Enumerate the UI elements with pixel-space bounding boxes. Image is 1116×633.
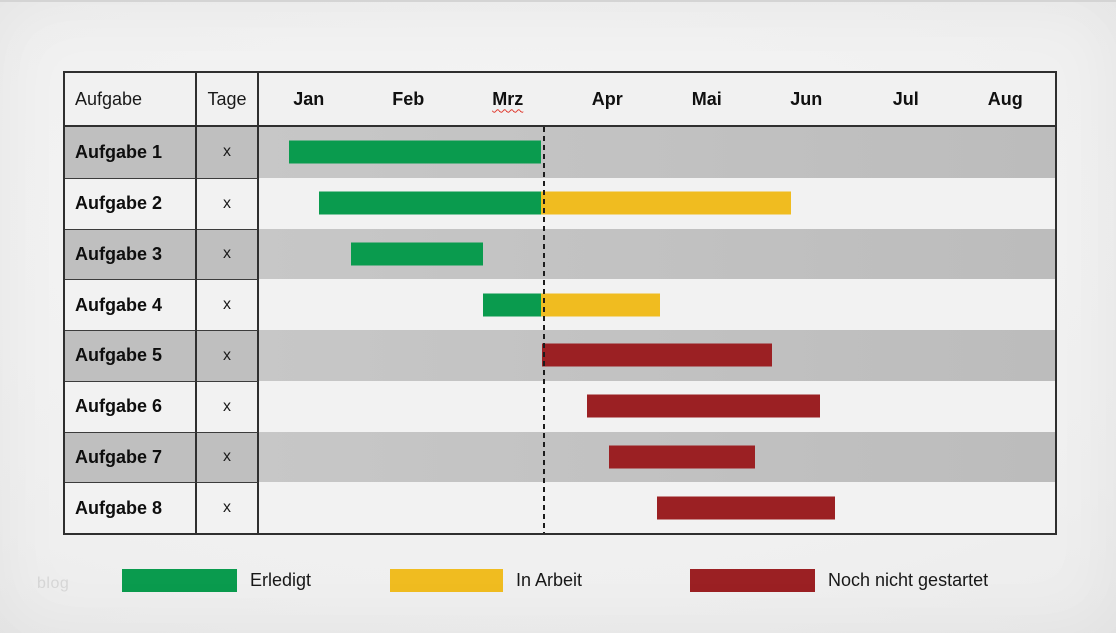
legend-item-noch-nicht-gestartet: Noch nicht gestartet [690,569,988,592]
legend-label: In Arbeit [516,570,583,590]
month-axis: Jan Feb Mrz Apr Mai Jun Jul Aug [259,73,1055,125]
legend-label: Erledigt [250,570,312,590]
task-label: Aufgabe 5 [75,345,163,366]
table-row: Aufgabe 8 x [65,482,1055,533]
days-cell: x [197,330,259,381]
gantt-bar-noch-nicht-gestartet [541,343,773,367]
gantt-bar-erledigt [288,140,541,164]
days-cell: x [197,431,259,483]
legend-swatch-erledigt [122,569,237,592]
gantt-bar-noch-nicht-gestartet [587,394,821,418]
task-label: Aufgabe 1 [75,141,163,162]
table-row: Aufgabe 4 x [65,279,1055,330]
legend: Erledigt In Arbeit Noch nicht gestartet [0,569,1116,595]
table-body: Aufgabe 1 x Aufgabe 2 x Aufgabe 3 x Aufg… [65,127,1055,533]
legend-label: Noch nicht gestartet [828,570,989,590]
month-label-feb: Feb [392,88,425,109]
month-label-mrz: Mrz [492,88,524,109]
chart-cell [259,431,1055,483]
task-label: Aufgabe 2 [75,193,163,214]
days-cell: x [197,380,259,432]
chart-cell [259,127,1055,178]
month-label-apr: Apr [591,88,623,109]
task-label: Aufgabe 4 [75,294,163,315]
chart-cell [259,279,1055,330]
gantt-bar-noch-nicht-gestartet [609,445,756,469]
legend-swatch-in-arbeit [390,569,503,592]
month-label-jan: Jan [293,88,325,109]
header-cell-tage: Tage [197,73,259,125]
table-row: Aufgabe 1 x [65,127,1055,178]
days-cell: x [197,228,259,280]
days-cell: x [197,177,259,229]
table-row: Aufgabe 5 x [65,330,1055,381]
gantt-table: Aufgabe Tage Jan Feb Mrz Apr Mai Jun Jul… [63,71,1057,535]
gantt-bar-erledigt [482,293,541,317]
table-row: Aufgabe 6 x [65,380,1055,432]
legend-item-erledigt: Erledigt [122,569,311,592]
month-label-jun: Jun [790,88,823,109]
gantt-bar-erledigt [318,191,541,215]
task-label: Aufgabe 8 [75,497,163,518]
chart-cell [259,482,1055,533]
watermark-blog: blog [37,575,70,592]
header-cell-aufgabe: Aufgabe [65,73,197,125]
gantt-bar-erledigt [350,242,483,266]
gantt-bar-noch-nicht-gestartet [657,496,836,520]
days-cell: x [197,482,259,533]
month-label-mai: Mai [691,88,722,109]
legend-item-in-arbeit: In Arbeit [390,569,582,592]
days-cell: x [197,279,259,330]
table-row: Aufgabe 7 x [65,431,1055,483]
table-row: Aufgabe 3 x [65,228,1055,280]
task-label: Aufgabe 6 [75,396,163,417]
task-label: Aufgabe 7 [75,446,163,467]
month-label-aug: Aug [987,88,1023,109]
table-header-row: Aufgabe Tage Jan Feb Mrz Apr Mai Jun Jul… [65,73,1055,127]
chart-cell [259,330,1055,381]
header-label-tage: Tage [207,88,247,109]
chart-cell [259,177,1055,229]
chart-cell [259,380,1055,432]
chart-cell [259,228,1055,280]
table-row: Aufgabe 2 x [65,177,1055,229]
header-label-aufgabe: Aufgabe [75,88,143,109]
month-label-jul: Jul [892,88,919,109]
legend-swatch-noch-nicht-gestartet [690,569,815,592]
gantt-bar-in-arbeit [540,191,792,215]
gantt-bar-in-arbeit [540,293,660,317]
task-label: Aufgabe 3 [75,243,163,264]
days-cell: x [197,127,259,178]
